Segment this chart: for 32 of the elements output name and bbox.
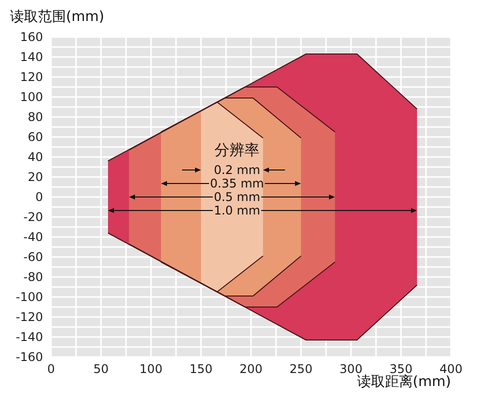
x-tick-label: 300 <box>340 362 362 376</box>
y-tick-label: 100 <box>20 90 43 104</box>
x-tick-label: 150 <box>190 362 212 376</box>
y-tick-label: 120 <box>20 70 43 84</box>
y-axis-title: 读取范围(mm) <box>10 9 104 25</box>
x-tick-label: 400 <box>440 362 462 376</box>
x-tick-label: 50 <box>93 362 109 376</box>
legend-title: 分辨率 <box>214 141 260 159</box>
x-tick-label: 0 <box>47 362 55 376</box>
y-tick-label: -160 <box>16 350 43 364</box>
x-tick-label: 200 <box>240 362 262 376</box>
y-tick-label: -120 <box>16 310 43 324</box>
y-tick-label: -80 <box>23 270 43 284</box>
y-tick-label: 60 <box>28 130 43 144</box>
x-tick-label: 100 <box>140 362 162 376</box>
series-label: 0.5 mm <box>214 190 260 204</box>
y-tick-label: -20 <box>23 210 43 224</box>
y-tick-label: 0 <box>35 190 43 204</box>
y-tick-label: 20 <box>28 170 43 184</box>
series-label: 0.35 mm <box>210 176 264 190</box>
y-tick-label: -140 <box>16 330 43 344</box>
y-tick-label: 80 <box>28 110 43 124</box>
x-axis-title: 读取距离(mm) <box>356 374 451 390</box>
series-label: 0.2 mm <box>214 163 260 177</box>
y-tick-label: 40 <box>28 150 43 164</box>
x-tick-label: 250 <box>290 362 312 376</box>
y-tick-label: -40 <box>23 230 43 244</box>
series-label: 1.0 mm <box>214 204 260 218</box>
y-tick-label: 160 <box>20 30 43 44</box>
y-tick-label: -60 <box>23 250 43 264</box>
y-tick-label: 140 <box>20 50 43 64</box>
y-tick-label: -100 <box>16 290 43 304</box>
